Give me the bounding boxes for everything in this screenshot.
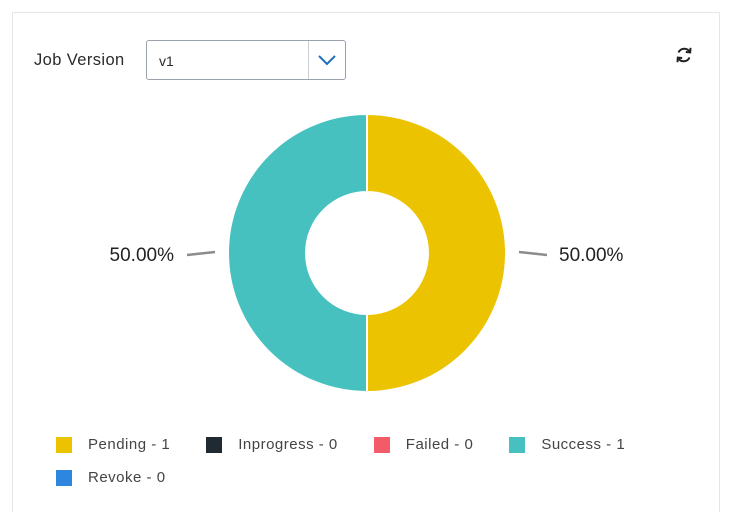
legend-swatch [56, 436, 72, 453]
label-leader-line [518, 250, 548, 257]
chevron-down-icon[interactable] [308, 41, 345, 79]
legend-item-revoke[interactable]: Revoke - 0 [56, 469, 166, 486]
donut-slice-success[interactable] [227, 112, 368, 394]
legend-label: Success - 1 [541, 436, 626, 453]
label-leader-line [186, 250, 216, 257]
legend-label: Pending - 1 [88, 436, 171, 453]
job-version-label: Job Version [34, 51, 125, 69]
job-version-value: v1 [159, 53, 174, 69]
chart-card [12, 12, 720, 512]
legend-item-failed[interactable]: Failed - 0 [373, 436, 474, 453]
chart-legend: Pending - 1 Inprogress - 0 Failed - 0 Su… [56, 428, 696, 494]
legend-swatch [509, 436, 526, 453]
legend-swatch [373, 436, 390, 453]
legend-item-inprogress[interactable]: Inprogress - 0 [206, 436, 338, 453]
donut-slice-pending[interactable] [366, 112, 507, 394]
legend-swatch [56, 469, 72, 486]
legend-item-success[interactable]: Success - 1 [509, 436, 625, 453]
legend-row: Pending - 1 Inprogress - 0 Failed - 0 Su… [56, 428, 696, 461]
refresh-icon[interactable] [672, 43, 696, 67]
job-version-select[interactable]: v1 [146, 40, 346, 80]
legend-label: Revoke - 0 [88, 469, 166, 486]
legend-item-pending[interactable]: Pending - 1 [56, 436, 170, 453]
legend-row: Revoke - 0 [56, 461, 696, 494]
legend-label: Failed - 0 [405, 436, 474, 453]
legend-label: Inprogress - 0 [238, 436, 338, 453]
data-label-pending: 50.00% [559, 245, 624, 266]
legend-swatch [206, 436, 223, 453]
data-label-success: 50.00% [110, 245, 175, 266]
